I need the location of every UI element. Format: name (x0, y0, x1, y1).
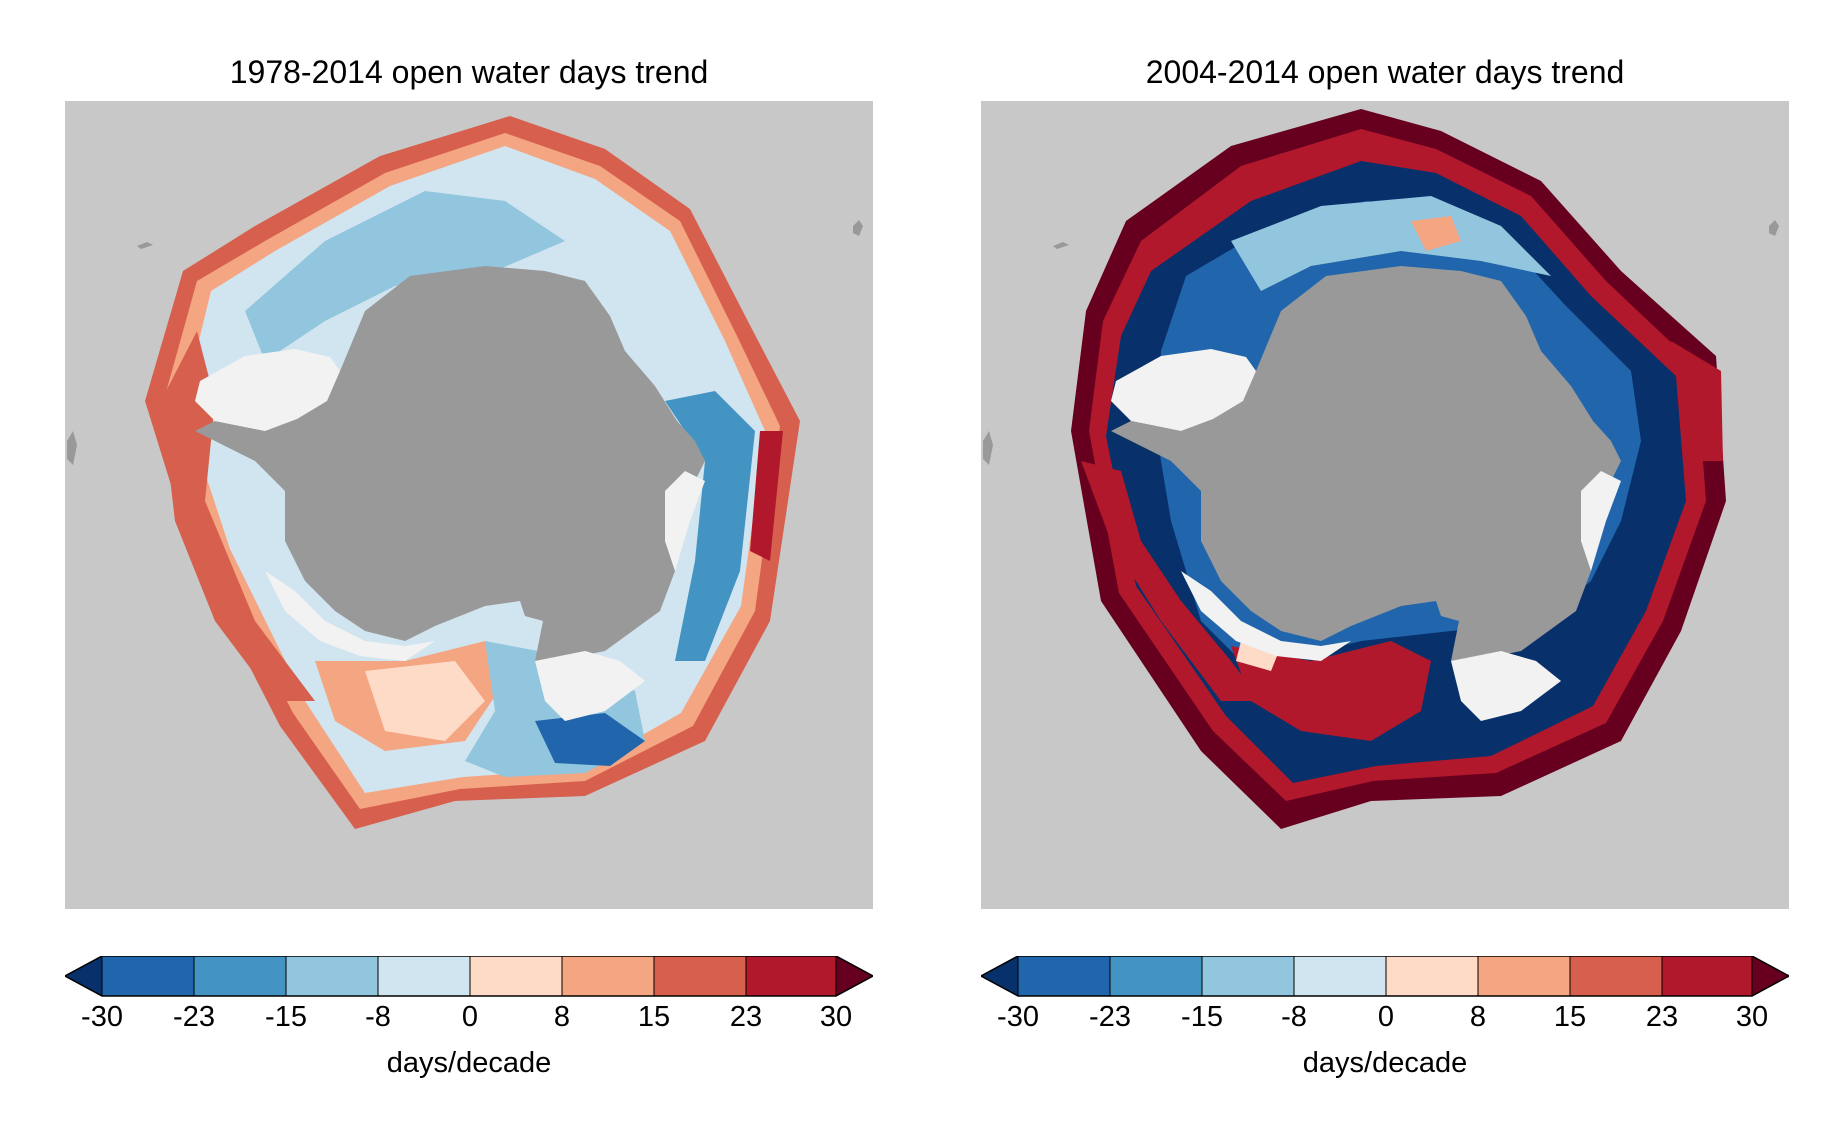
right-colorbar (981, 956, 1789, 997)
ring-blue-east (665, 391, 755, 661)
colorbar-bin (65, 956, 102, 996)
colorbar-tick: -30 (81, 1001, 123, 1033)
island (1769, 220, 1779, 236)
colorbar-bin (1570, 956, 1662, 996)
colorbar-tick: -8 (365, 1001, 391, 1033)
ice-shelf (1451, 651, 1561, 721)
colorbar-bins (65, 956, 873, 996)
ring-red-south (1231, 641, 1431, 741)
colorbar-tick: 23 (729, 1001, 763, 1033)
colorbar-bin (1018, 956, 1110, 996)
colorbar-label: days/decade (1302, 1047, 1468, 1079)
right-map (981, 101, 1789, 909)
colorbar-bin (746, 956, 836, 996)
colorbar-bin (654, 956, 746, 996)
colorbar-bin (1202, 956, 1294, 996)
colorbar-bin (981, 956, 1018, 996)
colorbar-tick: -15 (265, 1001, 307, 1033)
colorbar-tick: 30 (819, 1001, 853, 1033)
island (67, 431, 77, 465)
colorbar-bin (1294, 956, 1386, 996)
colorbar-tick: 0 (1377, 1001, 1395, 1033)
ring-light-blue-north (1231, 196, 1551, 291)
colorbar-bin (836, 956, 873, 996)
ice-shelf (1581, 471, 1621, 571)
ring-red-east (1671, 341, 1723, 461)
ring-mid-blue-north (245, 191, 565, 361)
ring-deep-blue-southeast (535, 713, 645, 766)
left-map (65, 101, 873, 909)
colorbar-tick: -15 (1181, 1001, 1223, 1033)
ice-shelf (1181, 571, 1351, 661)
colorbar-tick: -23 (173, 1001, 215, 1033)
ice-shelf (665, 471, 705, 571)
colorbar-bin (102, 956, 194, 996)
ice-shelf (265, 571, 435, 661)
colorbar-bin (1752, 956, 1789, 996)
left-colorbar (65, 956, 873, 997)
colorbar-bin (1478, 956, 1570, 996)
island (853, 220, 863, 236)
colorbar-tick: -8 (1281, 1001, 1307, 1033)
colorbar-bin (1662, 956, 1752, 996)
colorbar-tick: 8 (553, 1001, 571, 1033)
left-panel-title: 1978-2014 open water days trend (229, 54, 709, 90)
antarctica-land (1111, 266, 1621, 661)
colorbar-tick: 15 (1553, 1001, 1587, 1033)
colorbar-bin (1386, 956, 1478, 996)
colorbar-bins (981, 956, 1789, 996)
colorbar-bin (562, 956, 654, 996)
colorbar-tick: 8 (1469, 1001, 1487, 1033)
colorbar-bin (1110, 956, 1202, 996)
colorbar-bin (470, 956, 562, 996)
colorbar-tick: -30 (997, 1001, 1039, 1033)
antarctica-land (195, 266, 705, 661)
island (983, 431, 993, 465)
colorbar-bin (194, 956, 286, 996)
colorbar-bin (378, 956, 470, 996)
ring-orange-north (1411, 216, 1461, 251)
ross-ice-shelf (195, 349, 340, 431)
colorbar-tick: 23 (1645, 1001, 1679, 1033)
colorbar-label: days/decade (386, 1047, 552, 1079)
colorbar-tick: 30 (1735, 1001, 1769, 1033)
colorbar-tick: -23 (1089, 1001, 1131, 1033)
island (137, 242, 153, 249)
island (1053, 242, 1069, 249)
ross-ice-shelf (1111, 349, 1256, 431)
right-panel-title: 2004-2014 open water days trend (1145, 54, 1625, 90)
colorbar-tick: 0 (461, 1001, 479, 1033)
ring-red-southwest (1081, 461, 1261, 701)
ice-shelf (535, 651, 645, 721)
ring-warm-west (161, 331, 315, 701)
ring-red-east (750, 431, 783, 561)
ring-peach-south (365, 661, 485, 741)
colorbar-bin (286, 956, 378, 996)
colorbar-tick: 15 (637, 1001, 671, 1033)
